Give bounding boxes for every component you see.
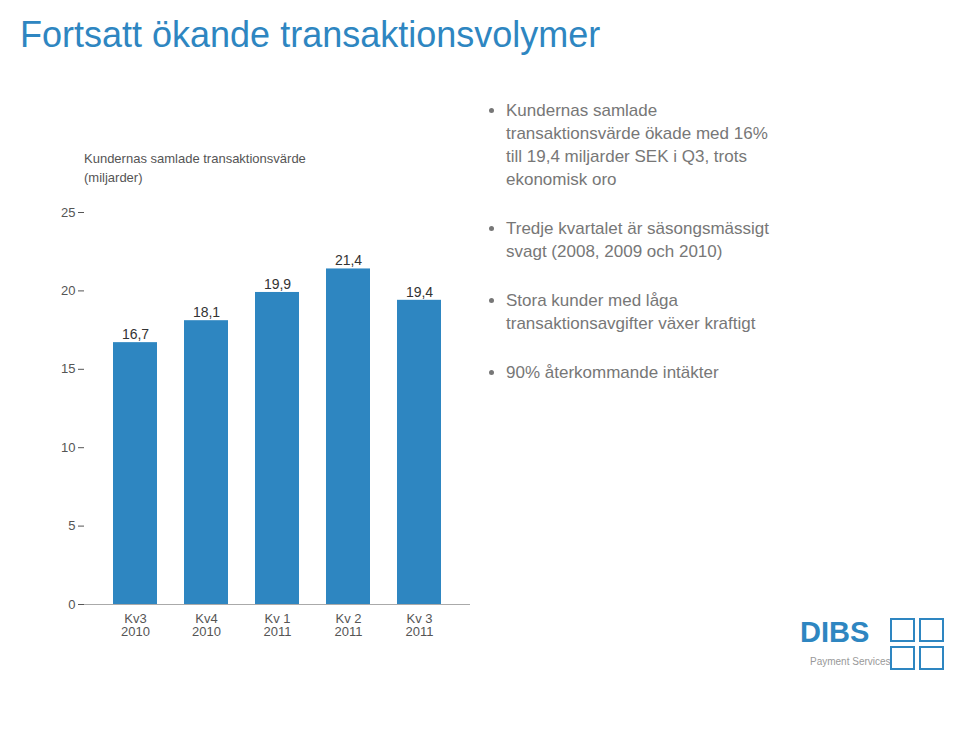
svg-text:5: 5 <box>68 518 75 533</box>
svg-text:Kv 12011: Kv 12011 <box>264 610 292 638</box>
svg-text:18,1: 18,1 <box>193 304 220 320</box>
svg-text:0: 0 <box>68 596 75 611</box>
html-text:DIBS: DIBS <box>800 616 870 648</box>
svg-text:Kv 32011: Kv 32011 <box>406 610 434 638</box>
svg-text:15: 15 <box>61 361 75 376</box>
html-text:Kundernas samlade transaktions: Kundernas samlade transaktionsvärde <box>84 151 306 166</box>
html-text:(miljarder): (miljarder) <box>84 169 143 185</box>
svg-text:10: 10 <box>61 440 75 455</box>
svg-text:21,4: 21,4 <box>335 252 362 268</box>
svg-text:Kv42010: Kv42010 <box>192 610 221 638</box>
svg-text:Kv 22011: Kv 22011 <box>335 610 363 638</box>
svg-text:19,4: 19,4 <box>406 283 433 299</box>
html-text:Stora kunder med låga transakt: Stora kunder med låga transaktionsavgift… <box>506 290 756 333</box>
html-text:Payment Services: Payment Services <box>810 656 891 667</box>
html-text:Tredje kvartalet är säsongsmäs: Tredje kvartalet är säsongsmässigt svagt… <box>506 218 769 261</box>
svg-text:16,7: 16,7 <box>122 326 149 342</box>
html-text:90% återkommande intäkter: 90% återkommande intäkter <box>506 362 719 382</box>
svg-text:19,9: 19,9 <box>264 276 291 292</box>
svg-text:25: 25 <box>61 204 75 219</box>
svg-text:20: 20 <box>61 283 75 298</box>
html-text:Fortsatt ökande transaktionsvo: Fortsatt ökande transaktionsvolymer <box>20 14 601 55</box>
html-text:Kundernas samlade transaktions: Kundernas samlade transaktionsvärde ökad… <box>506 101 768 189</box>
svg-text:Kv32010: Kv32010 <box>121 610 150 638</box>
